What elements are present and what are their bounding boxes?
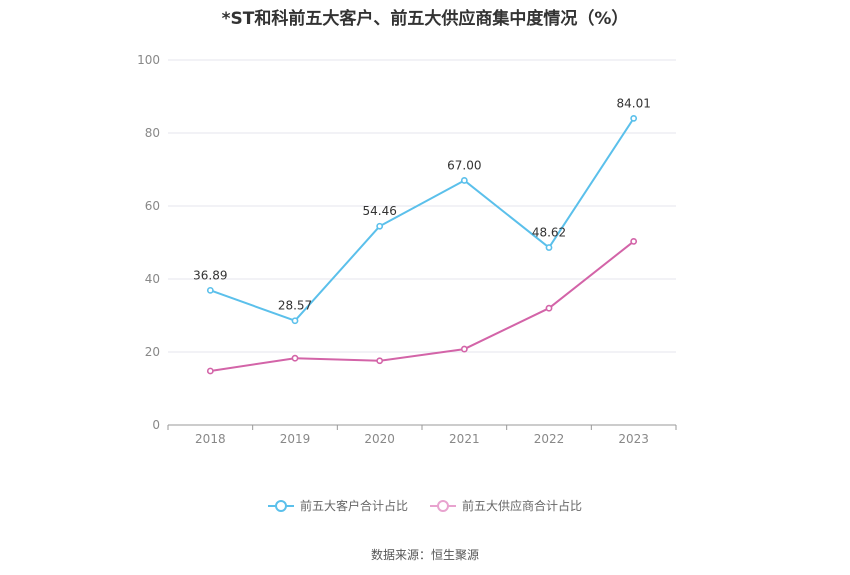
y-tick-label: 80 bbox=[145, 126, 160, 140]
y-tick-label: 60 bbox=[145, 199, 160, 213]
data-label: 36.89 bbox=[193, 268, 227, 282]
legend-marker-suppliers-icon bbox=[430, 499, 456, 512]
data-point bbox=[545, 304, 553, 312]
legend: 前五大客户合计占比 前五大供应商合计占比 bbox=[0, 497, 850, 514]
chart-title: *ST和科前五大客户、前五大供应商集中度情况（%） bbox=[221, 9, 629, 29]
data-point bbox=[376, 222, 384, 230]
data-source: 数据来源：恒生聚源 bbox=[370, 548, 479, 562]
data-label: 84.01 bbox=[616, 96, 650, 110]
x-tick-label: 2023 bbox=[618, 432, 649, 446]
x-tick-label: 2020 bbox=[364, 432, 395, 446]
data-labels: 36.89 28.57 54.46 67.00 48.62 84.01 bbox=[193, 96, 651, 312]
data-label: 67.00 bbox=[447, 158, 481, 172]
y-tick-label: 40 bbox=[145, 272, 160, 286]
series bbox=[206, 114, 638, 375]
data-point bbox=[630, 238, 638, 245]
series-line-1 bbox=[210, 240, 635, 372]
data-point bbox=[206, 367, 214, 375]
data-point bbox=[206, 286, 214, 294]
legend-item-customers[interactable]: 前五大客户合计占比 bbox=[267, 497, 408, 514]
data-point bbox=[460, 177, 468, 184]
x-tick-label: 2018 bbox=[195, 432, 226, 446]
legend-label-customers: 前五大客户合计占比 bbox=[299, 499, 408, 513]
y-tick-label: 100 bbox=[137, 53, 160, 67]
x-tick-label: 2019 bbox=[280, 432, 311, 446]
data-point bbox=[291, 354, 299, 362]
x-tick-label: 2022 bbox=[534, 432, 565, 446]
data-label: 54.46 bbox=[362, 204, 396, 218]
grid-lines bbox=[168, 59, 676, 353]
legend-marker-customers-icon bbox=[267, 499, 294, 512]
data-point bbox=[291, 317, 299, 325]
x-tick-label: 2021 bbox=[449, 432, 480, 446]
data-label: 28.57 bbox=[278, 299, 312, 313]
legend-label-suppliers: 前五大供应商合计占比 bbox=[462, 499, 583, 513]
data-point bbox=[545, 244, 553, 251]
data-label: 48.62 bbox=[532, 226, 566, 240]
data-point bbox=[460, 345, 468, 353]
y-tick-label: 0 bbox=[152, 418, 160, 432]
y-tick-label: 20 bbox=[145, 345, 160, 359]
axes: 0 20 40 60 80 100 2018 2019 2020 2021 2022 2023 bbox=[137, 53, 677, 446]
series-line-0 bbox=[209, 117, 635, 322]
legend-item-suppliers[interactable]: 前五大供应商合计占比 bbox=[430, 497, 582, 514]
data-point bbox=[630, 114, 638, 122]
data-point bbox=[376, 357, 384, 365]
